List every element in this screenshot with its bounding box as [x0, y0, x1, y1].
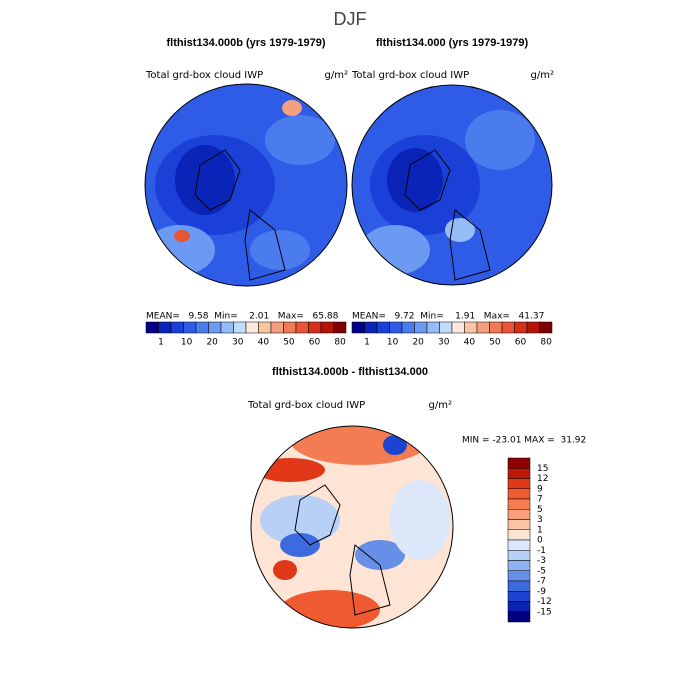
- colorbar-label: 15: [537, 464, 548, 474]
- colorbar-label: 9: [537, 484, 543, 494]
- colorbar-box: [158, 321, 172, 334]
- colorbar-label: 12: [537, 474, 548, 484]
- colorbar-label: -12: [537, 597, 552, 607]
- colorbar-label: 30: [232, 338, 244, 348]
- colorbar-label: 20: [412, 338, 424, 348]
- colorbar-box: [476, 321, 490, 334]
- colorbar-box: [183, 321, 197, 334]
- units-label: g/m²: [531, 70, 554, 81]
- colorbar-box: [426, 321, 440, 334]
- variable-label: Total grd-box cloud IWP: [247, 400, 365, 411]
- colorbar-box: [364, 321, 378, 334]
- colorbar-box: [507, 457, 531, 469]
- colorbar-box: [489, 321, 503, 334]
- colorbar-box: [270, 321, 284, 334]
- colorbar-label: 1: [158, 338, 164, 348]
- colorbar-label: 50: [489, 338, 501, 348]
- panel-title: flthist134.000b - flthist134.000: [272, 366, 428, 378]
- colorbar-box: [507, 498, 531, 510]
- colorbar-box: [507, 601, 531, 612]
- colorbar-box: [233, 321, 247, 334]
- colorbar-label: 1: [537, 525, 543, 535]
- colorbar-box: [295, 321, 309, 334]
- map: [251, 426, 453, 628]
- colorbar-box: [539, 321, 553, 334]
- colorbar-box: [507, 580, 531, 592]
- colorbar-label: -1: [537, 546, 546, 556]
- colorbar-box: [170, 321, 184, 334]
- colorbar-box: [351, 321, 365, 334]
- colorbar-label: 60: [309, 338, 321, 348]
- colorbar-box: [464, 321, 478, 334]
- colorbar-box: [283, 321, 297, 334]
- colorbar-label: 20: [206, 338, 218, 348]
- colorbar-label: 10: [181, 338, 193, 348]
- colorbar-box: [507, 539, 531, 551]
- colorbar-box: [507, 529, 531, 541]
- colorbar-box: [507, 570, 531, 582]
- units-label: g/m²: [325, 70, 348, 81]
- variable-label: Total grd-box cloud IWP: [351, 70, 469, 81]
- colorbar-label: -3: [537, 556, 546, 566]
- colorbar-box: [507, 468, 531, 479]
- colorbar-label: -15: [537, 607, 552, 617]
- colorbar-box: [514, 321, 528, 334]
- colorbar-box: [507, 478, 531, 489]
- colorbar-box: [451, 321, 465, 334]
- map: [145, 84, 347, 286]
- colorbar-box: [501, 321, 515, 334]
- colorbar-label: 0: [537, 536, 543, 546]
- colorbar-box: [320, 321, 334, 334]
- panel-title: flthist134.000 (yrs 1979-1979): [376, 37, 529, 49]
- units-label: g/m²: [429, 400, 452, 411]
- colorbar-box: [507, 560, 531, 571]
- colorbar-label: -5: [537, 566, 546, 576]
- colorbar-box: [526, 321, 540, 334]
- colorbar-label: 80: [540, 338, 552, 348]
- colorbar-label: 40: [258, 338, 270, 348]
- colorbar-box: [145, 321, 159, 334]
- map-border: [351, 84, 553, 286]
- stats-label: MEAN= 9.72 Min= 1.91 Max= 41.37: [352, 312, 544, 322]
- colorbar-box: [439, 321, 453, 334]
- colorbar-label: 30: [438, 338, 450, 348]
- colorbar-label: 5: [537, 505, 543, 515]
- colorbar-label: 80: [334, 338, 346, 348]
- colorbar-box: [389, 321, 403, 334]
- colorbar-label: -9: [537, 587, 546, 597]
- colorbar-label: 60: [515, 338, 527, 348]
- colorbar-label: 3: [537, 515, 543, 525]
- colorbar-label: 7: [537, 495, 543, 505]
- colorbar-box: [401, 321, 415, 334]
- stats-label: MEAN= 9.58 Min= 2.01 Max= 65.88: [146, 312, 339, 322]
- colorbar-label: 1: [364, 338, 370, 348]
- colorbar-box: [195, 321, 209, 334]
- colorbar-box: [507, 591, 531, 602]
- colorbar-box: [507, 519, 531, 530]
- colorbar-box: [507, 550, 531, 561]
- colorbar-box: [333, 321, 347, 334]
- colorbar-label: -7: [537, 577, 546, 587]
- figure-title: DJF: [334, 9, 367, 29]
- colorbar-box: [414, 321, 428, 334]
- map: [352, 85, 552, 285]
- colorbar-box: [220, 321, 234, 334]
- stats-label: MIN = -23.01 MAX = 31.92: [462, 436, 586, 446]
- map-border: [144, 83, 348, 287]
- colorbar-box: [507, 509, 531, 520]
- variable-label: Total grd-box cloud IWP: [145, 70, 263, 81]
- map-border: [250, 425, 454, 629]
- colorbar-box: [376, 321, 390, 334]
- colorbar-label: 40: [464, 338, 476, 348]
- colorbar-box: [507, 488, 531, 500]
- colorbar-box: [245, 321, 259, 334]
- colorbar-box: [208, 321, 222, 334]
- colorbar-box: [308, 321, 322, 334]
- colorbar-label: 10: [387, 338, 399, 348]
- colorbar-box: [258, 321, 272, 334]
- colorbar-label: 50: [283, 338, 295, 348]
- colorbar-box: [507, 611, 531, 623]
- panel-title: flthist134.000b (yrs 1979-1979): [167, 37, 326, 49]
